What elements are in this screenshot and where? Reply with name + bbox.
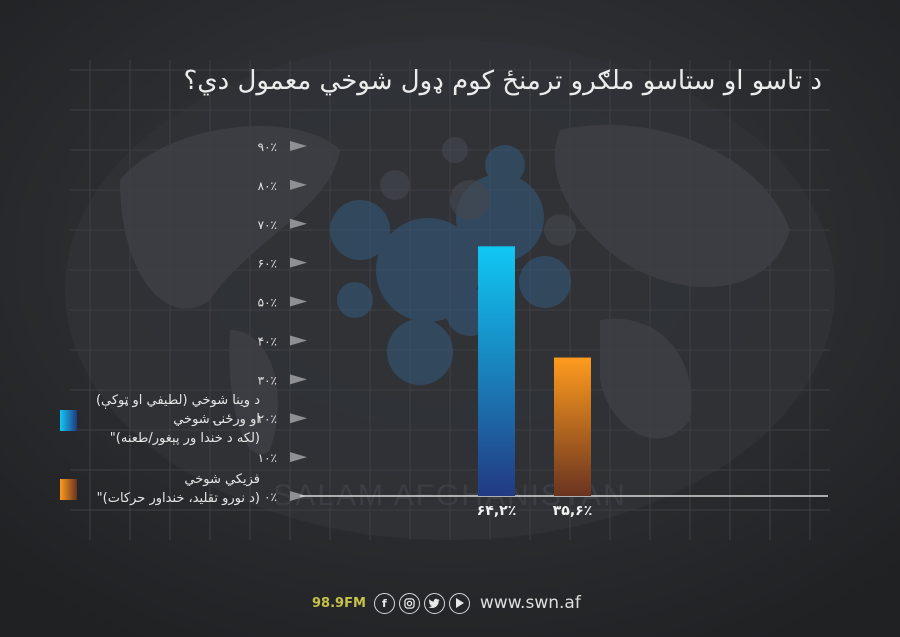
instagram-icon[interactable] — [398, 592, 420, 614]
y-tick-label: ۹۰٪ — [258, 140, 277, 154]
y-tick-label: ۶۰٪ — [258, 257, 277, 271]
youtube-icon[interactable] — [448, 592, 470, 614]
y-tick-label: ۰٪ — [264, 490, 277, 504]
y-tick-marker — [290, 491, 307, 501]
y-tick-marker — [290, 296, 307, 307]
y-tick-label: ۵۰٪ — [258, 296, 277, 310]
legend-swatch-verbal — [60, 410, 77, 431]
bar-value-label: ۳۵,۶٪ — [553, 503, 593, 519]
y-tick-marker — [290, 452, 307, 463]
y-tick-marker — [290, 374, 307, 385]
legend-text-physical-2: (د نورو تقلید، خنداور حرکات)" — [96, 491, 260, 506]
legend-text-physical-1: فزیکي شوخي — [184, 472, 260, 487]
y-tick-label: ۷۰٪ — [258, 218, 277, 232]
y-tick-label: ۳۰٪ — [258, 373, 277, 387]
bar-physical-jokes — [554, 357, 591, 496]
y-tick-marker — [290, 218, 307, 229]
y-tick-label: ۲۰٪ — [258, 412, 277, 426]
chart-title: د تاسو او ستاسو ملګرو ترمنځ کوم ډول شوخي… — [183, 66, 822, 96]
radio-frequency: 98.9FM — [312, 595, 366, 611]
y-tick-marker — [290, 413, 307, 424]
y-tick-marker — [290, 335, 307, 346]
legend-text-verbal-3: (لکه د خندا ور پېغور/طعنه)" — [109, 431, 260, 446]
bar-value-label: ۶۴,۲٪ — [477, 503, 517, 519]
footer: 98.9FM f www.swn.af — [312, 590, 581, 616]
legend-swatch-physical — [60, 479, 77, 500]
y-tick-marker — [290, 141, 307, 151]
y-tick-marker — [290, 257, 307, 268]
website-url[interactable]: www.swn.af — [479, 593, 581, 613]
bar-verbal-jokes — [478, 246, 515, 496]
legend-text-verbal-1: د وینا شوخي (لطیفي او ټوکې) — [95, 393, 260, 408]
y-tick-label: ۱۰٪ — [258, 451, 277, 465]
facebook-icon[interactable]: f — [373, 592, 395, 614]
legend-text-verbal-2: او ورځنۍ شوخي — [173, 412, 260, 427]
y-tick-marker — [290, 179, 307, 190]
twitter-icon[interactable] — [423, 592, 445, 614]
y-tick-label: ۸۰٪ — [258, 179, 277, 193]
y-tick-label: ۴۰٪ — [258, 334, 277, 348]
